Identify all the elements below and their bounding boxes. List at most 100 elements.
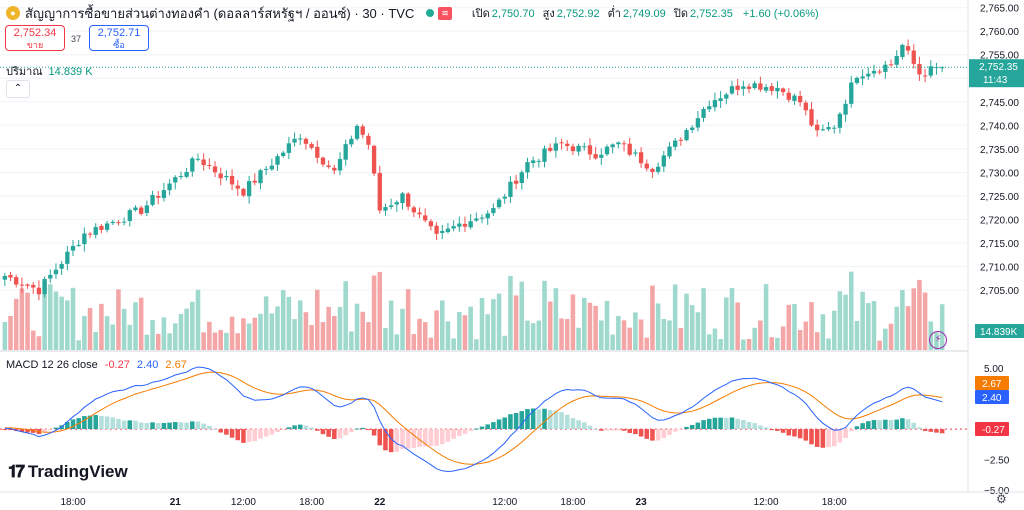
macd-histogram-bar: [905, 419, 911, 430]
macd-histogram-bar: [82, 416, 87, 430]
volume-bar: [729, 288, 735, 350]
candle-body: [741, 86, 746, 89]
volume-bar: [695, 312, 701, 350]
volume-bar: [246, 323, 252, 350]
candle-body: [167, 183, 172, 191]
candle-body: [190, 158, 195, 172]
candle-body: [246, 181, 252, 197]
macd-histogram-bar: [121, 420, 127, 430]
volume-bar: [343, 281, 348, 350]
macd-histogram-bar: [371, 429, 377, 436]
volume-bar: [775, 337, 780, 350]
candle-body: [349, 138, 354, 145]
macd-histogram-bar: [315, 429, 320, 431]
macd-histogram-bar: [519, 411, 525, 430]
candle-body: [496, 199, 502, 208]
volume-bar: [468, 306, 473, 350]
candle-body: [678, 139, 684, 141]
volume-bar: [701, 288, 706, 350]
candle-body: [559, 142, 564, 144]
tradingview-logo[interactable]: 𝟏𝟕 TradingView: [8, 462, 128, 481]
volume-bar: [400, 308, 405, 350]
candle-body: [99, 225, 104, 230]
volume-bar: [258, 313, 263, 350]
macd-histogram-bar: [8, 429, 13, 431]
candle-body: [224, 175, 229, 178]
volume-bar: [582, 297, 587, 350]
macd-histogram-bar: [928, 429, 934, 432]
price-tick-label: 2,720.00: [980, 215, 1019, 226]
volume-bar: [803, 321, 809, 350]
volume-bar: [718, 339, 723, 350]
volume-bar: [133, 302, 138, 350]
volume-bars: [2, 271, 945, 350]
macd-histogram-bar: [127, 420, 133, 430]
candle-body: [502, 196, 507, 199]
price-axis[interactable]: 2,765.002,760.002,755.002,750.002,745.00…: [967, 0, 1024, 497]
volume-bar: [883, 328, 888, 350]
data-flag-badge[interactable]: ≋: [438, 6, 452, 20]
candle-body: [252, 180, 257, 183]
macd-legend[interactable]: MACD 12 26 close -0.27 2.40 2.67: [6, 359, 187, 371]
macd-histogram-bar: [161, 422, 167, 430]
volume-bar: [547, 301, 553, 350]
candle-body: [360, 126, 365, 135]
volume-bar: [292, 319, 297, 350]
candle-body: [133, 207, 138, 211]
candle-body: [371, 145, 377, 174]
price-tick-label: 2,760.00: [980, 27, 1019, 38]
volume-bar: [172, 323, 178, 350]
symbol-title[interactable]: สัญญาการซื้อขายส่วนต่างทองคำ (ดอลลาร์สหร…: [25, 5, 415, 21]
candle-body: [900, 44, 905, 57]
lightning-icon[interactable]: ⚡: [929, 331, 947, 349]
volume-bar: [445, 321, 451, 350]
volume-bar: [303, 312, 309, 350]
macd-histogram-bar: [803, 429, 809, 441]
volume-bar: [667, 320, 672, 350]
macd-histogram-bar: [599, 429, 604, 431]
candle-body: [661, 155, 666, 167]
macd-histogram-bar: [826, 429, 831, 448]
candle-body: [116, 222, 121, 224]
collapse-legend-button[interactable]: ⌃: [6, 80, 30, 98]
gold-coin-icon[interactable]: ●: [6, 6, 20, 20]
candle-body: [65, 251, 70, 264]
candle-body: [530, 160, 536, 164]
macd-badge-text: 2.40: [982, 393, 1002, 404]
time-tick-label: 12:00: [754, 497, 779, 508]
macd-histogram-bar: [201, 423, 206, 430]
candle-body: [2, 275, 7, 280]
volume-bar: [866, 303, 871, 350]
time-tick-label: 21: [170, 497, 182, 508]
macd-histogram-bar: [195, 421, 201, 430]
volume-legend[interactable]: ปริมาณ 14.839 K: [6, 66, 93, 78]
macd-histogram-bar: [167, 422, 172, 430]
settings-gear-icon[interactable]: ⚙: [996, 492, 1007, 506]
candle-body: [604, 146, 610, 155]
macd-histogram-bar: [650, 429, 655, 441]
macd-histogram-bar: [451, 429, 456, 439]
buy-button[interactable]: 2,752.71 ซื้อ: [89, 25, 149, 51]
volume-bar: [167, 333, 172, 350]
volume-bar: [383, 327, 388, 350]
volume-bar: [332, 315, 337, 350]
volume-bar: [360, 311, 365, 350]
macd-histogram-bar: [582, 422, 587, 430]
macd-histogram-bar: [25, 429, 30, 433]
sell-button[interactable]: 2,752.34 ขาย: [5, 25, 65, 51]
candle-body: [616, 142, 621, 145]
macd-histogram-bar: [616, 429, 621, 431]
volume-bar: [59, 296, 64, 350]
time-tick-label: 18:00: [560, 497, 585, 508]
macd-histogram-bar: [814, 429, 820, 447]
macd-histogram-bar: [87, 415, 93, 430]
macd-histogram-bar: [241, 429, 246, 443]
volume-bar: [905, 306, 911, 350]
macd-histogram-bar: [2, 429, 8, 431]
macd-histogram-bar: [417, 429, 422, 447]
time-tick-label: 12:00: [231, 497, 256, 508]
macd-histogram-bar: [292, 425, 297, 430]
macd-histogram-bar: [65, 422, 70, 430]
time-axis[interactable]: 18:00 21 12:00 18:00 22 12:00 18:00 23 12:00 18:0…: [0, 491, 1024, 508]
